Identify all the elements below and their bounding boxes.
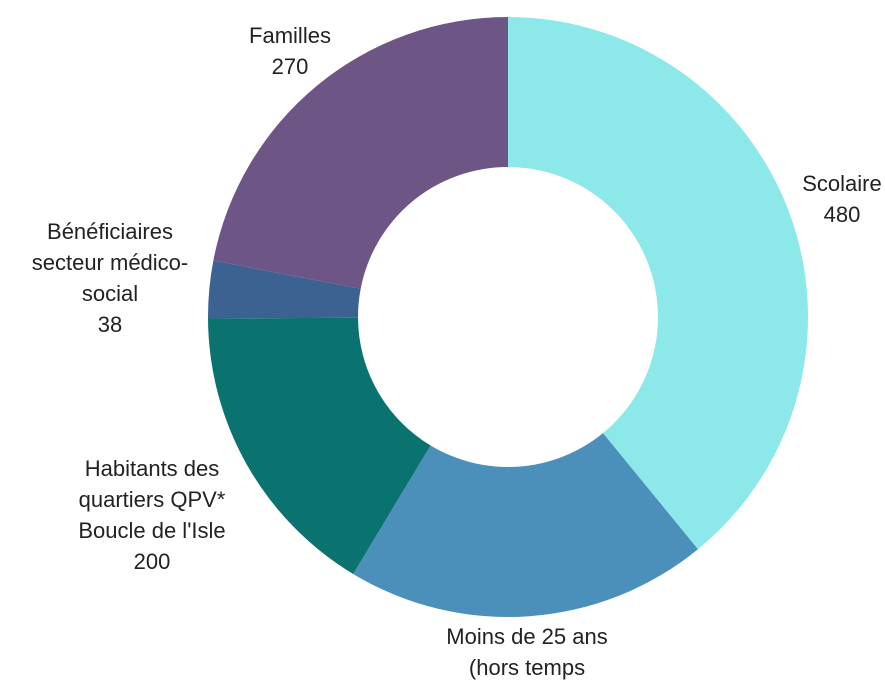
segment-value: 480: [824, 202, 861, 227]
segment-value: 270: [272, 54, 309, 79]
segment-label: Moins de 25 ans: [446, 624, 607, 649]
segment-value: 200: [134, 549, 171, 574]
segment-label: (hors temps: [469, 655, 585, 680]
segment-label: Scolaire: [802, 171, 881, 196]
donut-segment: [208, 317, 431, 574]
segment-label: Boucle de l'Isle: [78, 518, 225, 543]
segment-label: social: [82, 281, 138, 306]
donut-segment: [213, 17, 509, 289]
segment-label: Habitants des: [85, 456, 220, 481]
segment-label: Bénéficiaires: [47, 219, 173, 244]
segment-label: quartiers QPV*: [79, 487, 226, 512]
segment-label: Familles: [249, 23, 331, 48]
donut-segment: [353, 433, 698, 617]
segment-label: secteur médico-: [32, 250, 189, 275]
donut-segment: [208, 260, 361, 319]
donut-segment: [508, 17, 809, 550]
segment-value: 38: [98, 312, 122, 337]
